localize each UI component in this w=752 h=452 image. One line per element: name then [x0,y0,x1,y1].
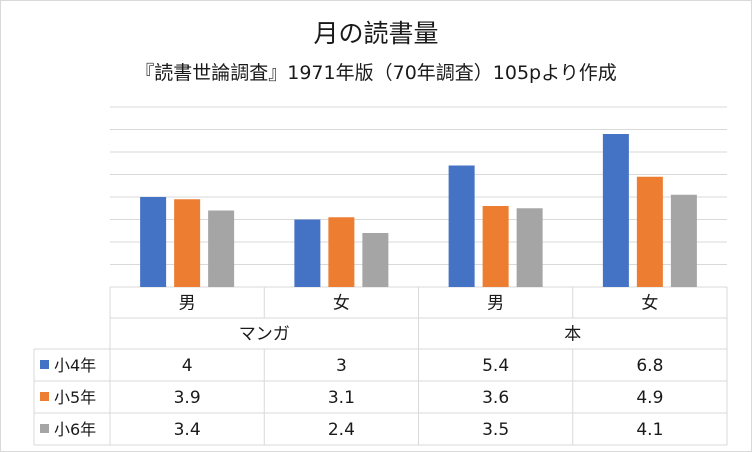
data-label: 4 [182,356,193,376]
data-label: 4.1 [636,420,663,440]
bar [174,199,201,287]
data-label: 3.9 [174,388,201,408]
legend-label: 小5年 [54,388,96,407]
bar [516,208,543,287]
bar [482,206,509,287]
data-label: 3.5 [482,420,509,440]
group-label: 本 [564,325,581,345]
bar [328,217,355,287]
legend-swatch [40,424,49,433]
data-label: 3 [336,356,347,376]
data-label: 2.4 [328,420,355,440]
legend-label: 小6年 [54,420,96,439]
bar [670,194,697,287]
bar [208,210,235,287]
chart-title: 月の読書量 [313,19,439,48]
bar [636,176,663,287]
category-label: 男 [179,294,196,314]
data-label: 5.4 [482,356,509,376]
category-label: 女 [333,294,350,314]
legend-label: 小4年 [54,356,96,375]
bar [294,219,321,287]
bar [140,197,167,287]
legend-swatch [40,392,49,401]
bars [140,134,697,287]
bar [362,233,389,287]
legend-swatch [40,360,49,369]
data-label: 3.4 [174,420,201,440]
gridlines [110,106,727,288]
chart-subtitle: 『読書世論調査』1971年版（70年調査）105pより作成 [135,62,617,84]
category-label: 女 [641,294,658,314]
data-label: 6.8 [636,356,663,376]
group-label: マンガ [239,325,290,345]
bar [602,134,629,287]
category-label: 男 [487,294,504,314]
bar [448,165,475,287]
data-label: 4.9 [636,388,663,408]
data-label: 3.6 [482,388,509,408]
data-label: 3.1 [328,388,355,408]
